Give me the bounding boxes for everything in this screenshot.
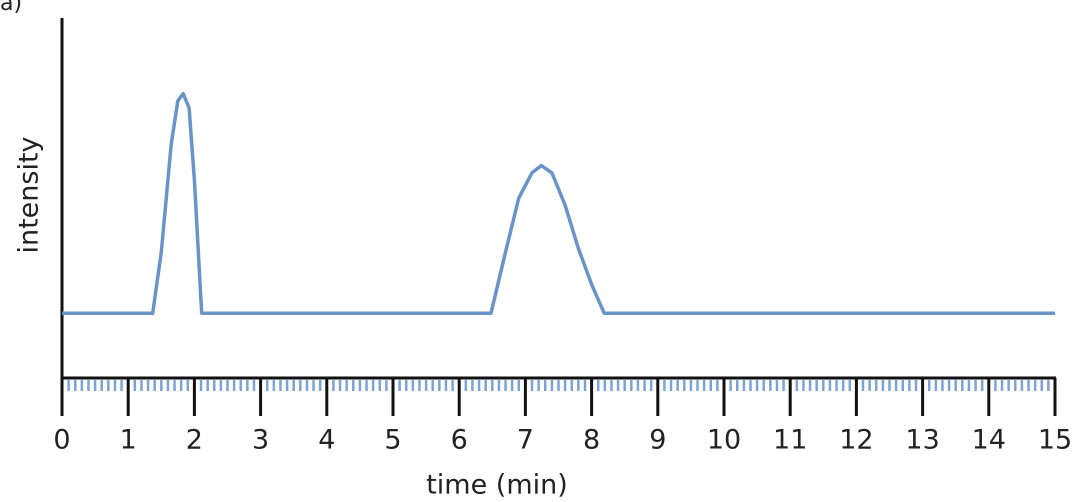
x-tick-label: 3: [252, 425, 269, 456]
x-tick-label: 13: [905, 425, 939, 456]
x-tick-label: 14: [972, 425, 1006, 456]
x-tick-label: 11: [773, 425, 807, 456]
x-tick-label: 8: [583, 425, 600, 456]
x-tick-label: 2: [186, 425, 203, 456]
x-tick-label: 5: [384, 425, 401, 456]
x-tick-label: 10: [707, 425, 741, 456]
line: [62, 91, 1055, 315]
x-tick-label: 7: [517, 425, 534, 456]
x-tick-label: 6: [451, 425, 468, 456]
x-tick-label: 0: [53, 425, 70, 456]
x-tick-label: 1: [120, 425, 137, 456]
x-tick-label: 15: [1038, 425, 1072, 456]
x-tick-label: 4: [318, 425, 335, 456]
x-tick-label: 12: [839, 425, 873, 456]
x-tick-label: 9: [649, 425, 666, 456]
y-axis-label: intensity: [14, 136, 45, 253]
x-axis-label: time (min): [426, 470, 568, 501]
panel-label: a): [0, 0, 22, 16]
